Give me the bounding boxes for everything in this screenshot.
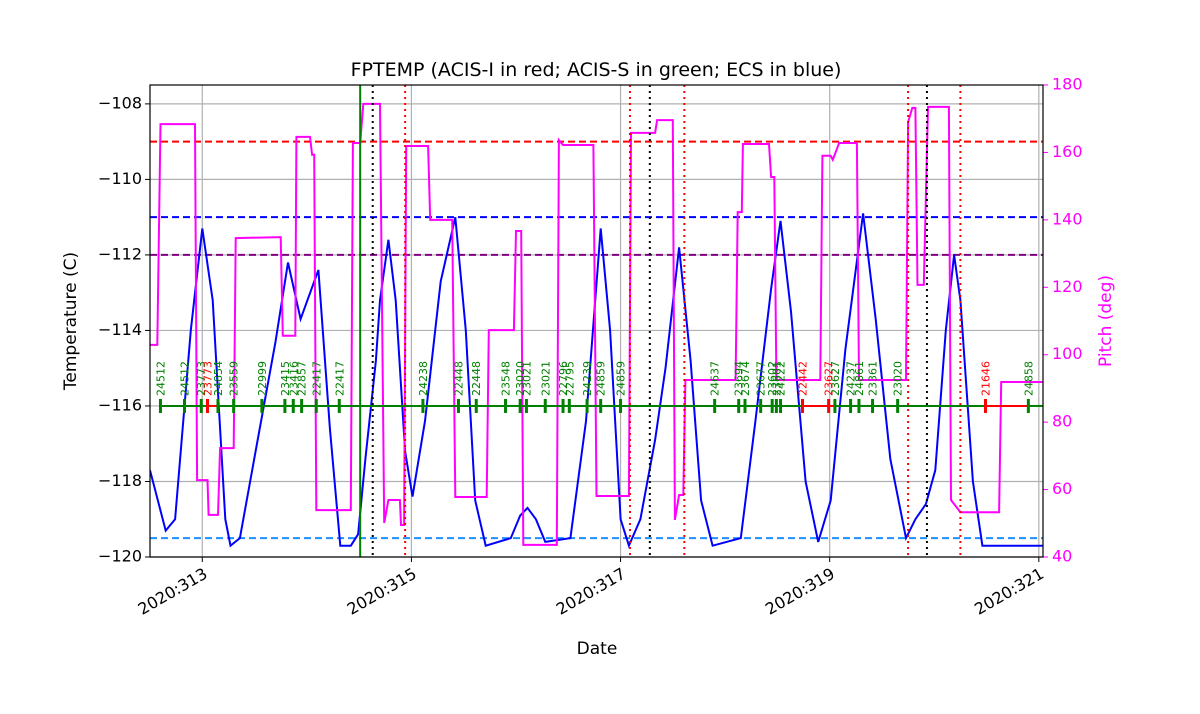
- obsid-label: 24859: [615, 361, 628, 396]
- obsid-label: 23674: [739, 361, 752, 396]
- y-tick-label: −112: [98, 244, 142, 263]
- obsid-label: 23694: [733, 361, 746, 396]
- obsid-label: 23021: [539, 361, 552, 396]
- obsid-label: 24861: [853, 361, 866, 396]
- obsid-label: 22796: [557, 361, 570, 396]
- x-axis-label: Date: [577, 639, 618, 659]
- y2-tick-label: 140: [1052, 209, 1083, 228]
- obsid-label: 23548: [500, 361, 513, 396]
- y2-tick-label: 160: [1052, 142, 1083, 161]
- y2-tick-label: 180: [1052, 75, 1083, 94]
- obsid-label: 23415: [279, 361, 292, 396]
- obsid-label: 22417: [310, 361, 323, 396]
- obsid-label: 22999: [256, 361, 269, 396]
- obsid-label: 24859: [595, 361, 608, 396]
- y2-tick-label: 100: [1052, 344, 1083, 363]
- obsid-label: 23361: [867, 361, 880, 396]
- chart-title: FPTEMP (ACIS-I in red; ACIS-S in green; …: [351, 59, 842, 81]
- y2-tick-label: 80: [1052, 412, 1072, 431]
- obsid-label: 23020: [892, 361, 905, 396]
- x-tick-label: 2020:321: [971, 564, 1047, 619]
- obsid-label: 24854: [212, 361, 225, 396]
- y-tick-label: −116: [98, 395, 142, 414]
- obsid-label: 23773: [202, 361, 215, 396]
- obsid-label: 24512: [154, 361, 167, 396]
- x-tick-label: 2020:315: [344, 564, 420, 619]
- obsid-label: 22857: [296, 361, 309, 396]
- obsid-label: 22448: [470, 361, 483, 396]
- obsid-label: 23677: [755, 361, 768, 396]
- obsid-label: 23627: [823, 361, 836, 396]
- obsid-label: 24512: [179, 361, 192, 396]
- series-line: [150, 102, 1043, 546]
- obsid-label: 24237: [845, 361, 858, 396]
- obsid-label: 22442: [796, 361, 809, 396]
- y-tick-label: −110: [98, 169, 142, 188]
- obsid-label: 23416: [287, 361, 300, 396]
- obsid-label: 24637: [709, 361, 722, 396]
- y-tick-label: −120: [98, 547, 142, 566]
- obsid-label: 23020: [514, 361, 527, 396]
- y-tick-label: −108: [98, 93, 142, 112]
- obsid-label: 24858: [1022, 361, 1035, 396]
- obsid-label: 23627: [829, 361, 842, 396]
- obsid-label: 23559: [228, 361, 241, 396]
- obsid-label: 23773: [195, 361, 208, 396]
- x-tick-label: 2020:313: [135, 564, 211, 619]
- obsid-label: 23021: [520, 361, 533, 396]
- y2-tick-label: 40: [1052, 547, 1072, 566]
- y2-tick-label: 120: [1052, 277, 1083, 296]
- obsid-label: 22795: [563, 361, 576, 396]
- obsid-label: 23601: [770, 361, 783, 396]
- obsid-label: 21646: [979, 361, 992, 396]
- plot-frame: [149, 84, 1044, 558]
- obsid-label: 22448: [452, 361, 465, 396]
- obsid-label: 24222: [775, 361, 788, 396]
- x-tick-label: 2020:319: [762, 564, 838, 619]
- obsid-label: 22417: [333, 361, 346, 396]
- y-tick-label: −114: [98, 320, 142, 339]
- obsid-label: 24238: [417, 361, 430, 396]
- x-tick-label: 2020:317: [553, 564, 629, 619]
- obsid-label: 23602: [766, 361, 779, 396]
- y2-axis-label: Pitch (deg): [1096, 275, 1116, 367]
- y2-tick-label: 60: [1052, 479, 1072, 498]
- y-axis-label: Temperature (C): [61, 252, 81, 391]
- obsid-label: 24239: [581, 361, 594, 396]
- y-tick-label: −118: [98, 471, 142, 490]
